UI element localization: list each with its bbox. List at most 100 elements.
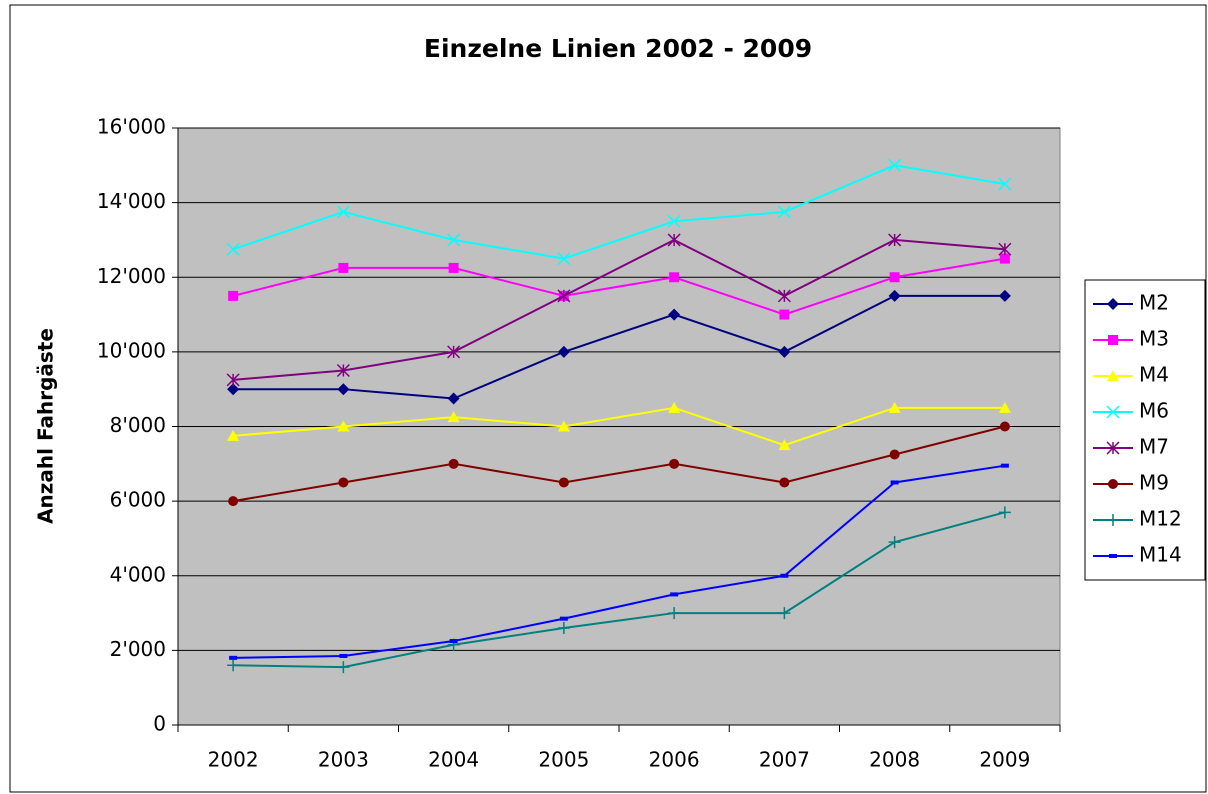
marker bbox=[1107, 370, 1119, 381]
marker bbox=[669, 458, 680, 469]
marker bbox=[227, 659, 240, 672]
legend-label: M12 bbox=[1139, 507, 1182, 531]
y-tick-label: 0 bbox=[153, 712, 166, 736]
marker bbox=[668, 607, 681, 620]
marker bbox=[888, 289, 901, 302]
legend-label: M6 bbox=[1139, 399, 1169, 423]
marker bbox=[668, 401, 681, 413]
marker bbox=[889, 449, 900, 460]
marker bbox=[228, 290, 239, 301]
marker bbox=[1108, 479, 1118, 489]
marker bbox=[998, 506, 1011, 519]
y-tick-label: 14'000 bbox=[97, 189, 166, 213]
x-tick-label: 2008 bbox=[869, 748, 920, 772]
x-tick-label: 2002 bbox=[208, 748, 259, 772]
marker bbox=[668, 308, 681, 321]
marker bbox=[558, 477, 569, 488]
marker bbox=[888, 158, 902, 172]
marker bbox=[557, 289, 571, 303]
marker bbox=[448, 458, 459, 469]
marker bbox=[667, 233, 681, 247]
y-tick-label: 4'000 bbox=[110, 562, 166, 586]
series-line bbox=[233, 238, 1005, 381]
marker bbox=[337, 420, 350, 432]
marker bbox=[998, 289, 1011, 302]
legend-label: M14 bbox=[1139, 543, 1182, 567]
marker bbox=[1106, 441, 1120, 455]
marker bbox=[557, 420, 570, 432]
marker bbox=[889, 272, 900, 283]
marker bbox=[888, 233, 902, 247]
marker bbox=[338, 477, 349, 488]
marker bbox=[1107, 298, 1119, 310]
y-axis-label: Anzahl Fahrgäste bbox=[34, 328, 58, 524]
marker bbox=[778, 607, 791, 620]
marker bbox=[999, 253, 1010, 264]
marker bbox=[336, 364, 350, 378]
marker bbox=[998, 242, 1012, 256]
marker bbox=[448, 262, 459, 273]
marker bbox=[1107, 514, 1119, 526]
marker bbox=[888, 536, 901, 549]
marker bbox=[888, 401, 901, 413]
legend-box bbox=[1084, 279, 1206, 581]
marker bbox=[1106, 405, 1120, 419]
y-tick-label: 12'000 bbox=[97, 264, 166, 288]
marker bbox=[999, 421, 1010, 432]
x-tick-label: 2003 bbox=[318, 748, 369, 772]
y-tick-label: 6'000 bbox=[110, 488, 166, 512]
marker bbox=[559, 616, 568, 621]
marker bbox=[1000, 463, 1009, 468]
marker bbox=[229, 655, 238, 660]
marker bbox=[778, 345, 791, 358]
marker bbox=[228, 496, 239, 507]
legend-label: M7 bbox=[1139, 435, 1169, 459]
marker bbox=[1108, 335, 1118, 345]
legend-label: M4 bbox=[1139, 363, 1169, 387]
marker bbox=[669, 272, 680, 283]
marker bbox=[449, 639, 458, 644]
marker bbox=[447, 392, 460, 405]
marker bbox=[998, 177, 1012, 191]
series-line bbox=[232, 257, 1006, 316]
y-tick-label: 16'000 bbox=[97, 115, 166, 139]
marker bbox=[226, 242, 240, 256]
marker bbox=[336, 205, 350, 219]
legend-label: M9 bbox=[1139, 471, 1169, 495]
marker bbox=[998, 401, 1011, 413]
marker bbox=[779, 309, 790, 320]
y-tick-label: 2'000 bbox=[110, 637, 166, 661]
series-line bbox=[233, 464, 1006, 659]
legend-label: M3 bbox=[1139, 327, 1169, 351]
marker bbox=[338, 262, 349, 273]
marker bbox=[779, 477, 790, 488]
x-tick-label: 2006 bbox=[649, 748, 700, 772]
marker bbox=[890, 480, 899, 485]
marker bbox=[777, 205, 791, 219]
marker bbox=[557, 621, 570, 634]
marker bbox=[780, 573, 789, 578]
marker bbox=[447, 233, 461, 247]
series-line bbox=[232, 164, 1006, 260]
marker bbox=[670, 592, 679, 597]
marker bbox=[777, 289, 791, 303]
x-tick-label: 2004 bbox=[428, 748, 479, 772]
marker bbox=[557, 345, 570, 358]
marker bbox=[227, 429, 240, 441]
marker bbox=[337, 661, 350, 674]
marker bbox=[227, 383, 240, 396]
series-line bbox=[233, 511, 1006, 669]
marker bbox=[337, 383, 350, 396]
marker bbox=[667, 214, 681, 228]
x-tick-label: 2007 bbox=[759, 748, 810, 772]
series-line bbox=[233, 406, 1005, 447]
marker bbox=[1109, 554, 1117, 558]
series-line bbox=[232, 425, 1006, 503]
marker bbox=[339, 653, 348, 658]
series-line bbox=[233, 294, 1005, 400]
marker bbox=[778, 439, 791, 451]
marker bbox=[226, 373, 240, 387]
x-tick-label: 2009 bbox=[979, 748, 1030, 772]
chart-title: Einzelne Linien 2002 - 2009 bbox=[424, 34, 812, 63]
